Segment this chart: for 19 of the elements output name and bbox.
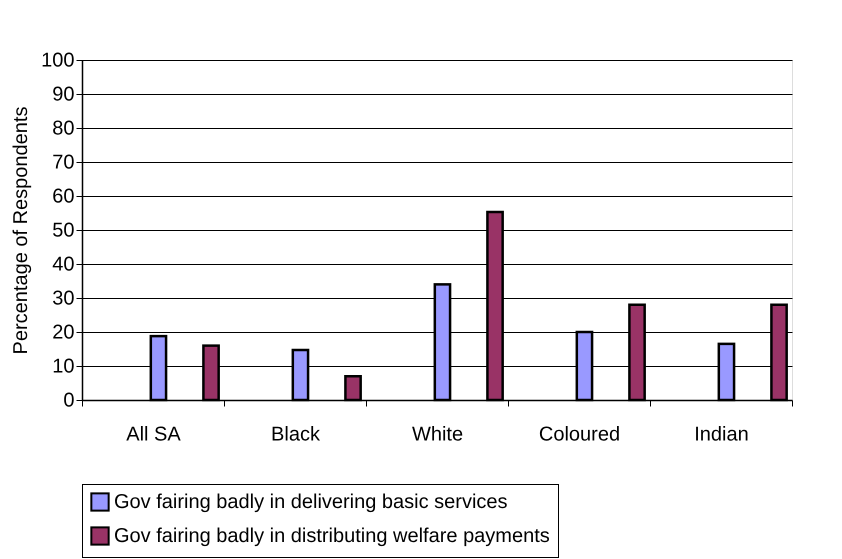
legend-label: Gov fairing badly in delivering basic services — [114, 491, 508, 513]
y-axis-title: Percentage of Respondents — [10, 106, 32, 354]
y-tick-label: 60 — [52, 186, 74, 208]
y-tick-label: 30 — [52, 288, 74, 310]
x-tick-label: Indian — [694, 424, 749, 446]
x-tick-label: Coloured — [538, 424, 620, 446]
y-tick-label: 10 — [52, 356, 74, 378]
legend-label: Gov fairing badly in distributing welfare payments — [114, 525, 550, 547]
y-tick-label: 50 — [52, 220, 74, 242]
x-tick-label: Black — [271, 424, 321, 446]
x-tick-label: All SA — [126, 424, 182, 446]
y-tick-label: 90 — [52, 84, 74, 106]
y-tick-label: 80 — [52, 118, 74, 140]
y-tick-label: 0 — [63, 390, 74, 412]
y-tick-label: 20 — [52, 322, 74, 344]
x-tick-label: White — [412, 424, 464, 446]
y-tick-label: 40 — [52, 254, 74, 276]
y-tick-label: 100 — [41, 50, 74, 72]
y-tick-label: 70 — [52, 152, 74, 174]
